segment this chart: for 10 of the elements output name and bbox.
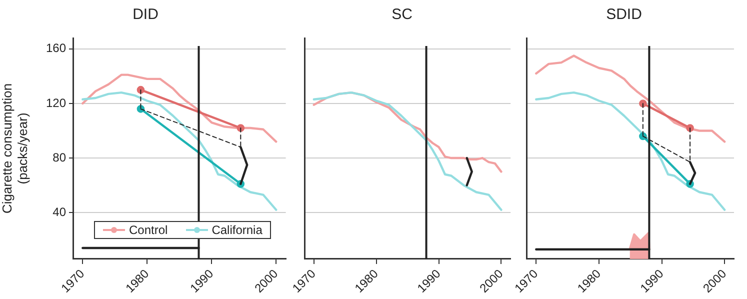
chart-title: SC [392, 6, 413, 24]
legend-label: Control [129, 223, 168, 237]
y-tick-label: 120 [46, 96, 66, 110]
y-tick-label: 80 [52, 150, 66, 164]
chart-title: SDID [606, 6, 642, 24]
legend-label: California [212, 223, 262, 237]
y-axis-title: Cigarette consumption (packs/year) [0, 83, 30, 214]
chart-title: DID [132, 6, 159, 24]
y-tick-label: 160 [46, 41, 66, 56]
y-tick-label: 40 [52, 204, 66, 219]
